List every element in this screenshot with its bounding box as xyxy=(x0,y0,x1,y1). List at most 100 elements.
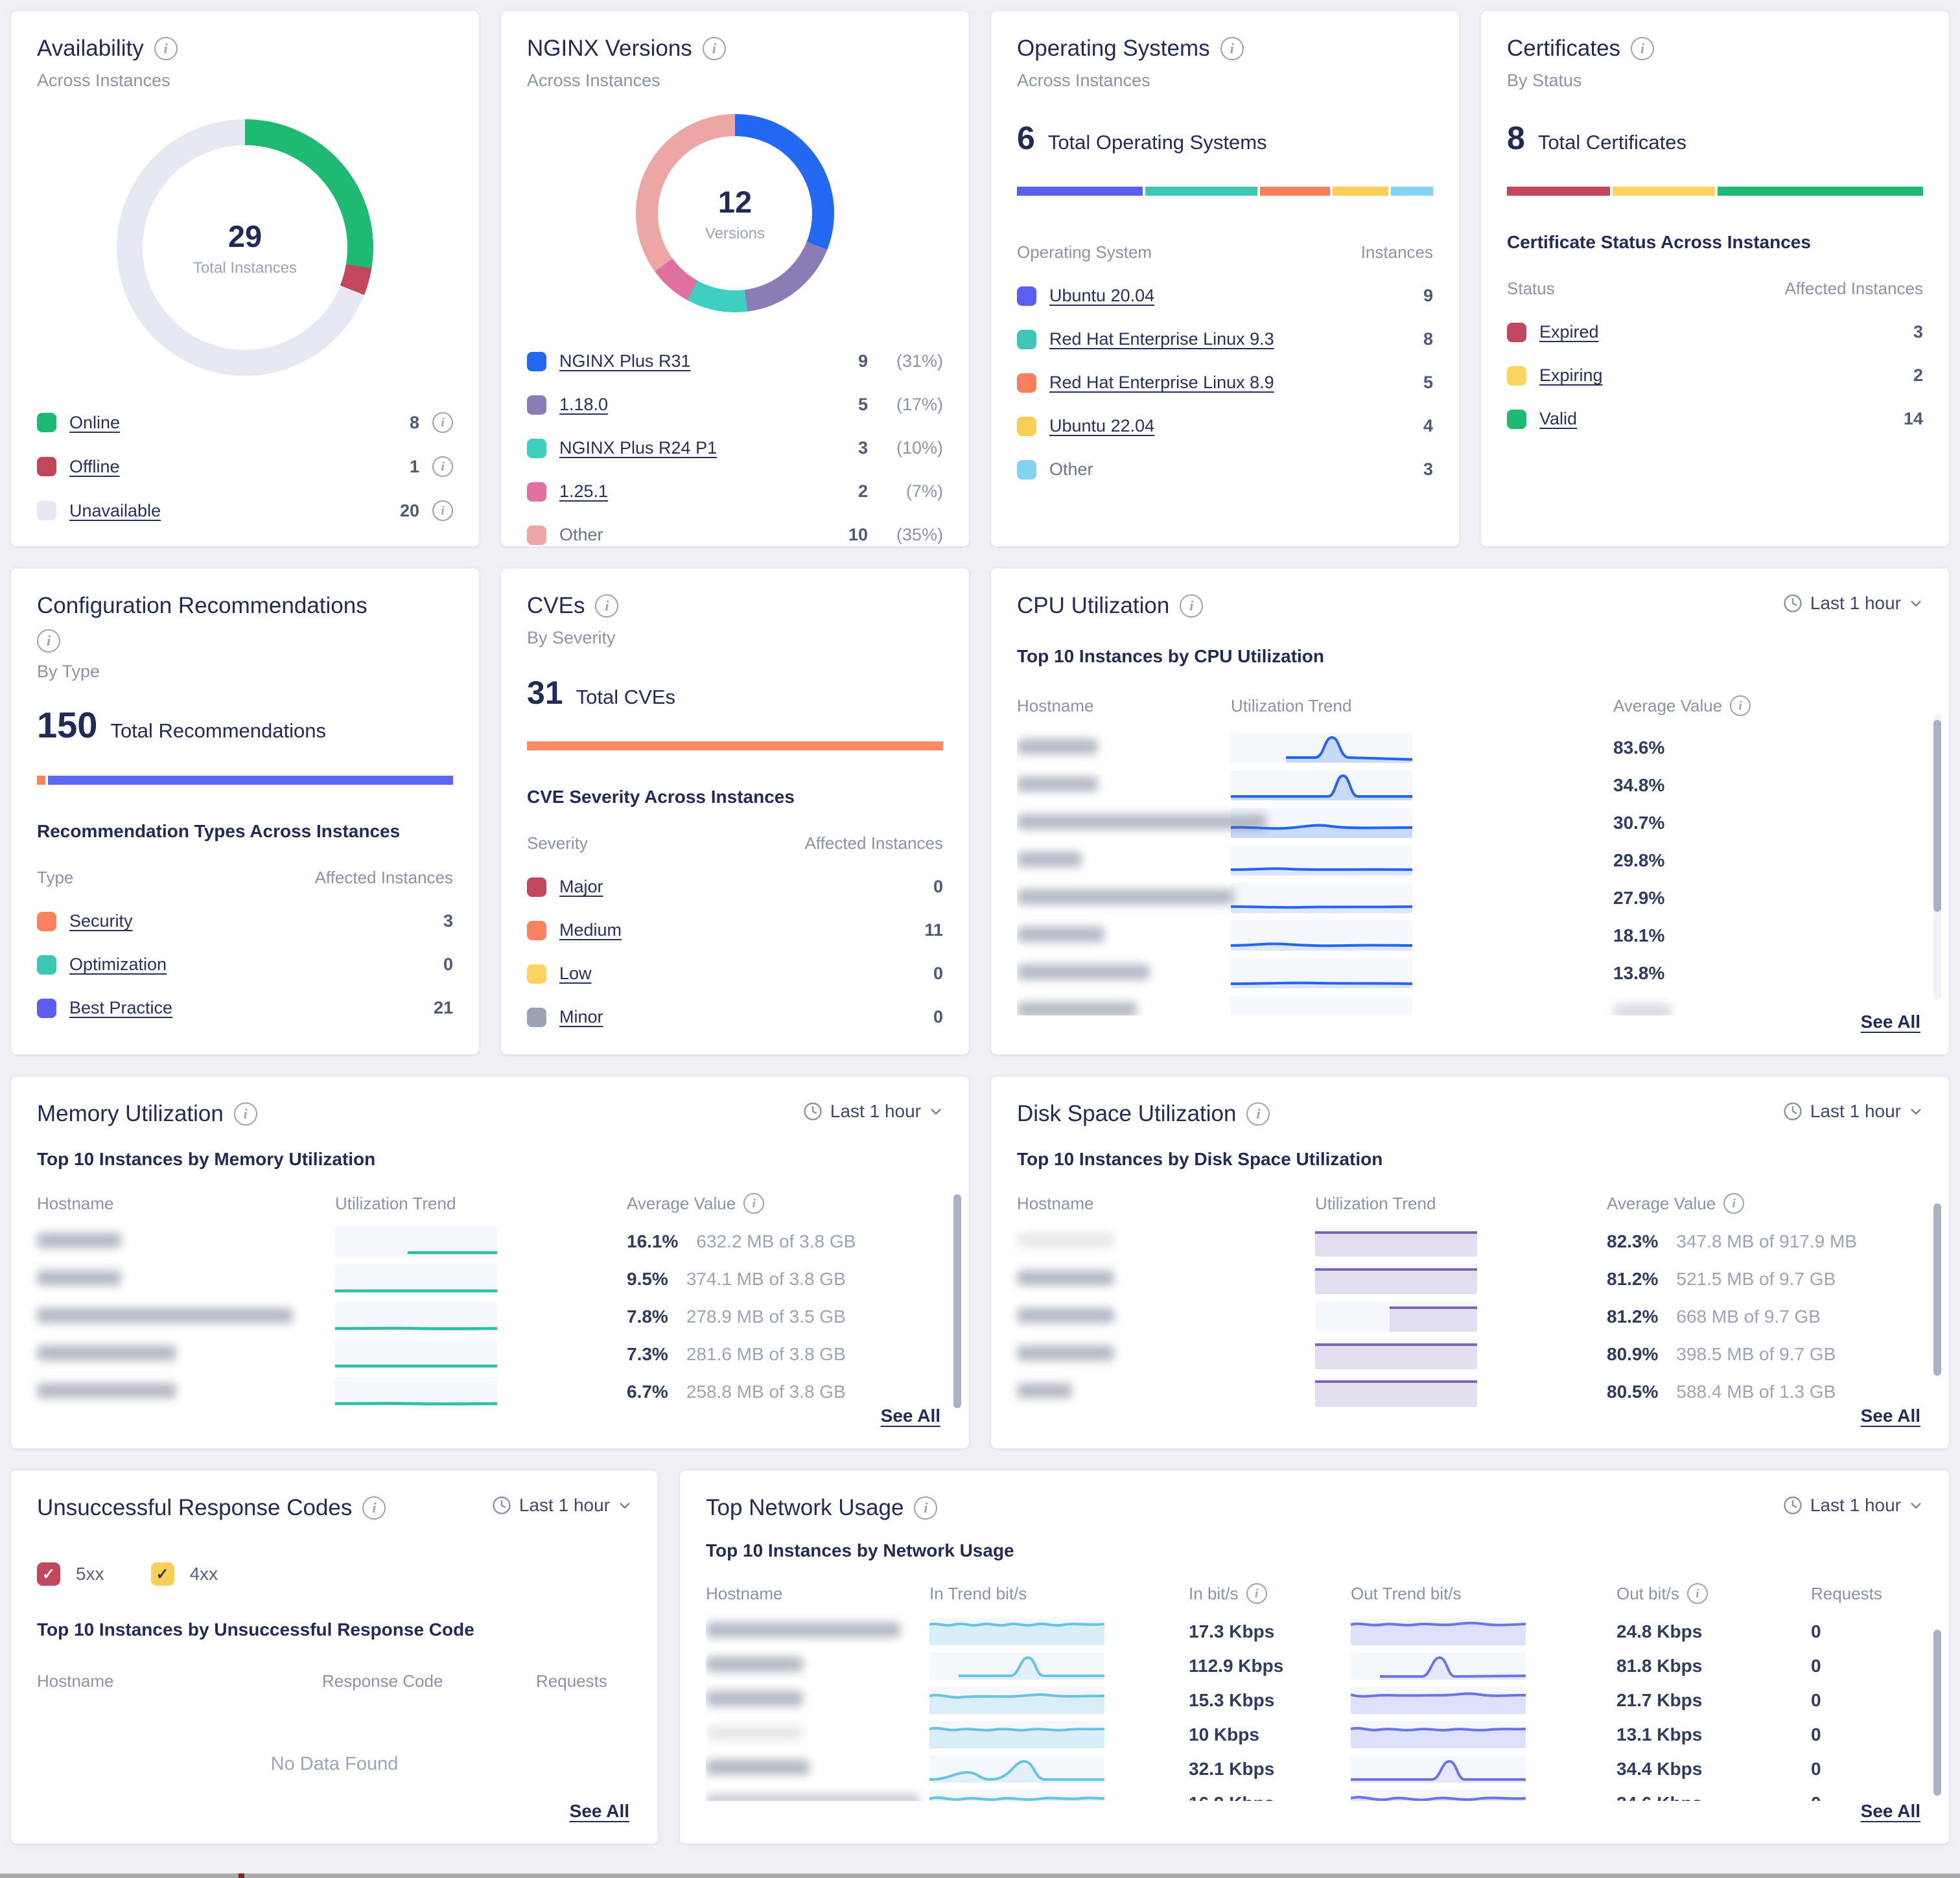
version-link[interactable]: 1.25.1 xyxy=(559,481,609,502)
version-link[interactable]: NGINX Plus R24 P1 xyxy=(559,438,718,458)
cpu-see-all-link[interactable]: See All xyxy=(1860,1012,1920,1032)
disk-see-all-link[interactable]: See All xyxy=(1860,1406,1920,1426)
hostname-link[interactable] xyxy=(1017,738,1231,758)
info-icon[interactable] xyxy=(1246,1102,1270,1126)
os-link[interactable]: Ubuntu 22.04 xyxy=(1049,416,1155,436)
low-link[interactable]: Low xyxy=(559,964,592,984)
optimization-link[interactable]: Optimization xyxy=(69,955,167,975)
info-icon[interactable] xyxy=(432,412,453,434)
cpu-scrollbar-thumb[interactable] xyxy=(1933,720,1941,912)
disk-scrollbar-thumb[interactable] xyxy=(1933,1203,1941,1376)
network-see-all-link[interactable]: See All xyxy=(1860,1801,1920,1821)
offline-link[interactable]: Offline xyxy=(69,456,120,476)
os-link[interactable]: Red Hat Enterprise Linux 8.9 xyxy=(1049,373,1274,393)
requests-value: 0 xyxy=(1811,1689,1821,1710)
hostname-link[interactable] xyxy=(1017,851,1231,870)
hostname-link[interactable] xyxy=(37,1307,335,1327)
in-trend-sparkline xyxy=(929,1755,1104,1783)
hostname-link[interactable] xyxy=(37,1382,335,1402)
info-icon[interactable] xyxy=(1723,1193,1745,1214)
unavailable-link[interactable]: Unavailable xyxy=(69,500,161,520)
trend-col-header: Utilization Trend xyxy=(1315,1193,1436,1213)
hostname-link[interactable] xyxy=(706,1725,929,1744)
network-usage-card: Top Network Usage Last 1 hour Top 10 Ins… xyxy=(679,1470,1950,1844)
hostname-link[interactable] xyxy=(1017,1307,1315,1327)
info-icon[interactable] xyxy=(702,37,726,61)
info-icon[interactable] xyxy=(1246,1583,1267,1605)
memory-avg-value: 6.7% xyxy=(627,1382,668,1402)
version-link[interactable]: 1.18.0 xyxy=(559,395,609,415)
expired-link[interactable]: Expired xyxy=(1539,322,1599,342)
hostname-link[interactable] xyxy=(1017,1382,1315,1402)
info-icon[interactable] xyxy=(362,1496,386,1520)
hostname-link[interactable] xyxy=(706,1759,929,1778)
minor-link[interactable]: Minor xyxy=(559,1007,603,1027)
hostname-link[interactable] xyxy=(37,1345,335,1364)
hostname-link[interactable] xyxy=(37,1232,335,1251)
response-codes-time-range-select[interactable]: Last 1 hour xyxy=(492,1495,632,1516)
network-scrollbar-thumb[interactable] xyxy=(1933,1630,1941,1796)
5xx-checkbox[interactable] xyxy=(37,1562,60,1586)
info-icon[interactable] xyxy=(914,1496,938,1520)
memory-time-range-select[interactable]: Last 1 hour xyxy=(803,1101,943,1122)
major-link[interactable]: Major xyxy=(559,877,603,897)
expiring-link[interactable]: Expiring xyxy=(1539,365,1603,386)
hostname-link[interactable] xyxy=(706,1622,929,1641)
info-icon[interactable] xyxy=(233,1102,257,1126)
hostname-link[interactable] xyxy=(37,1269,335,1289)
os-link[interactable]: Red Hat Enterprise Linux 9.3 xyxy=(1049,329,1274,349)
valid-link[interactable]: Valid xyxy=(1539,409,1578,429)
requests-value: 0 xyxy=(1811,1655,1821,1676)
hostname-link[interactable] xyxy=(1017,888,1234,908)
info-icon[interactable] xyxy=(1686,1583,1708,1605)
hostname-link[interactable] xyxy=(1017,1269,1315,1289)
memory-scrollbar-thumb[interactable] xyxy=(953,1194,961,1408)
cpu-avg-value-clipped xyxy=(1613,1003,1672,1016)
online-link[interactable]: Online xyxy=(69,412,121,432)
info-icon[interactable] xyxy=(1730,695,1751,717)
unavailable-count: 20 xyxy=(399,500,419,520)
clock-icon xyxy=(1784,1496,1802,1514)
hostname-link[interactable] xyxy=(706,1656,929,1675)
disk-table-row: 81.2% 668 MB of 9.7 GB xyxy=(1017,1298,1923,1336)
info-icon[interactable] xyxy=(37,629,60,653)
certificates-title: Certificates xyxy=(1507,36,1621,61)
response-codes-see-all-link[interactable]: See All xyxy=(569,1801,629,1821)
cpu-time-range-select[interactable]: Last 1 hour xyxy=(1783,593,1923,614)
hostname-link[interactable] xyxy=(1017,1232,1315,1251)
info-icon[interactable] xyxy=(1220,37,1244,61)
page-horizontal-scrollbar[interactable] xyxy=(0,1873,1960,1878)
hostname-link[interactable] xyxy=(1017,1001,1231,1016)
expiring-count: 2 xyxy=(1913,365,1923,386)
hostname-link[interactable] xyxy=(1017,813,1266,833)
security-link[interactable]: Security xyxy=(69,911,133,931)
offline-swatch xyxy=(37,457,56,477)
hostname-link[interactable] xyxy=(1017,926,1231,945)
disk-time-range-select[interactable]: Last 1 hour xyxy=(1783,1101,1923,1122)
os-link[interactable]: Ubuntu 20.04 xyxy=(1049,286,1155,306)
best-practice-link[interactable]: Best Practice xyxy=(69,998,173,1018)
info-icon[interactable] xyxy=(432,500,453,522)
availability-total: 29 xyxy=(228,218,262,253)
memory-table-row: 9.5% 374.1 MB of 3.8 GB xyxy=(37,1260,943,1298)
hostname-link[interactable] xyxy=(1017,1345,1315,1364)
time-range-label: Last 1 hour xyxy=(519,1495,610,1515)
version-pct: (31%) xyxy=(896,351,943,371)
info-icon[interactable] xyxy=(1631,37,1655,61)
info-icon[interactable] xyxy=(1180,594,1204,618)
hostname-link[interactable] xyxy=(706,1691,929,1710)
hostname-link[interactable] xyxy=(1017,964,1231,983)
version-link[interactable]: NGINX Plus R31 xyxy=(559,351,691,371)
hostname-link[interactable] xyxy=(706,1794,929,1802)
info-icon[interactable] xyxy=(595,594,619,618)
os-count: 3 xyxy=(1423,459,1433,480)
4xx-checkbox[interactable] xyxy=(150,1562,174,1586)
info-icon[interactable] xyxy=(432,456,453,478)
info-icon[interactable] xyxy=(154,37,178,61)
out-trend-sparkline xyxy=(1351,1652,1526,1680)
medium-link[interactable]: Medium xyxy=(559,920,622,940)
info-icon[interactable] xyxy=(743,1193,765,1214)
network-time-range-select[interactable]: Last 1 hour xyxy=(1783,1495,1923,1516)
hostname-link[interactable] xyxy=(1017,776,1231,795)
memory-see-all-link[interactable]: See All xyxy=(880,1406,940,1426)
